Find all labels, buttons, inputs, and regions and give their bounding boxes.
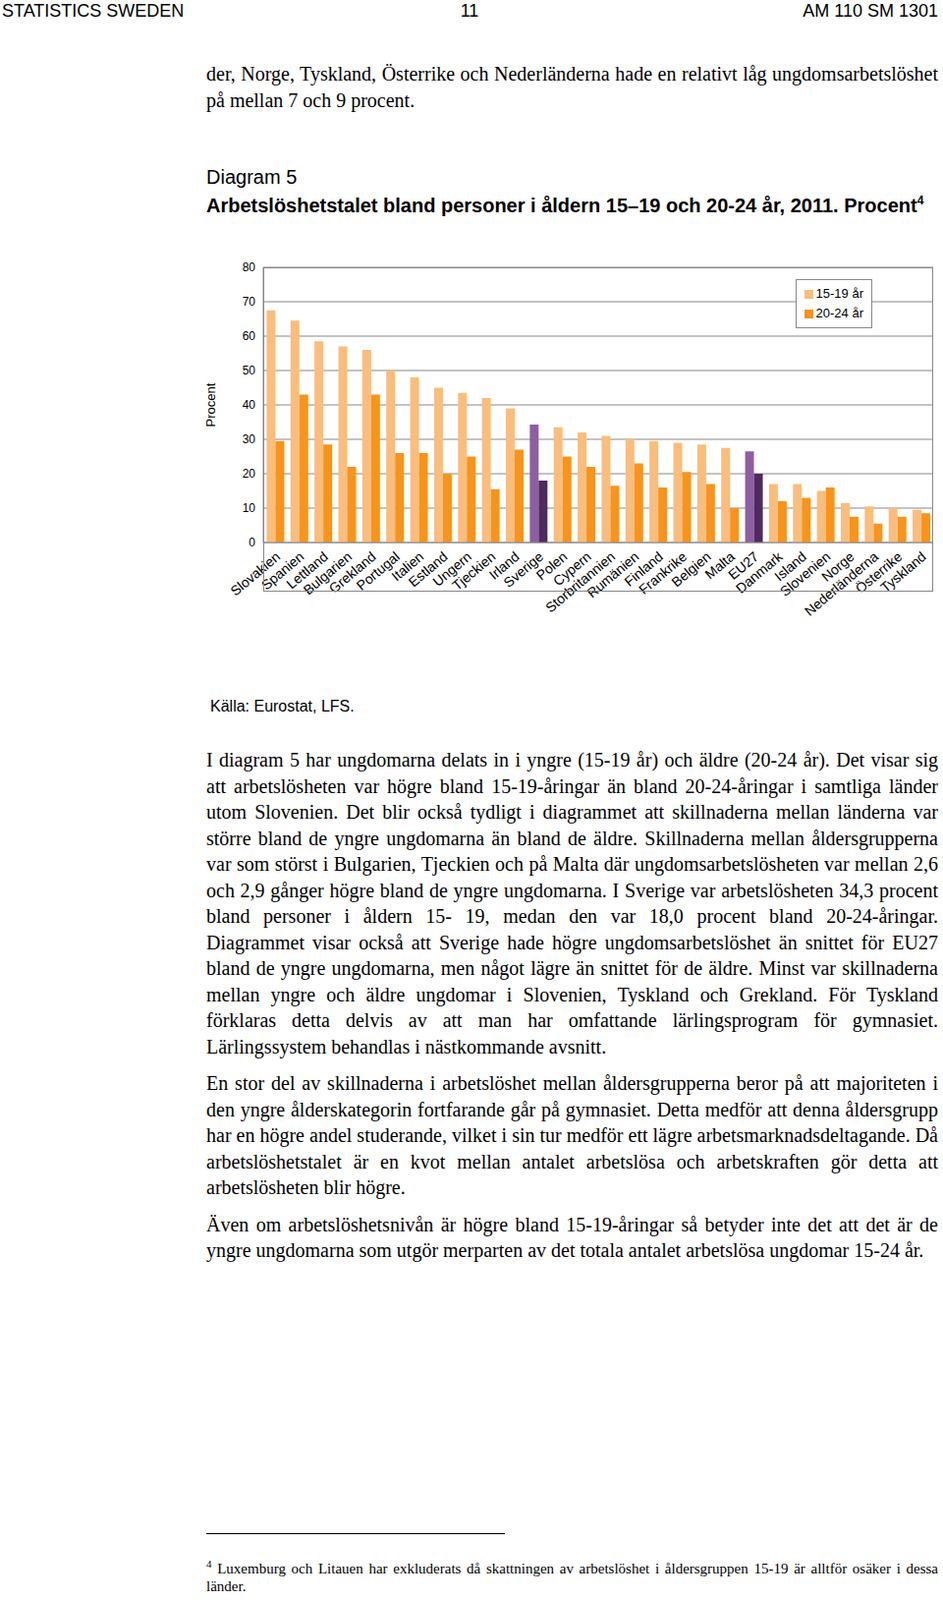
svg-text:Italien: Italien [388,548,427,584]
svg-text:70: 70 [242,294,257,309]
svg-text:Grekland: Grekland [325,548,379,597]
svg-text:40: 40 [242,397,257,412]
svg-text:50: 50 [242,363,257,378]
svg-text:Nederländerna: Nederländerna [801,548,882,619]
svg-text:Sverige: Sverige [500,548,547,591]
svg-text:Malta: Malta [701,548,738,582]
svg-text:Rumänien: Rumänien [583,548,642,601]
svg-text:60: 60 [242,329,257,343]
svg-text:Bulgarien: Bulgarien [300,548,355,598]
svg-text:20: 20 [242,466,257,481]
svg-text:Tyskland: Tyskland [877,548,930,596]
svg-text:Island: Island [771,548,810,584]
html-text:AM 110 SM 1301: AM 110 SM 1301 [802,0,939,21]
html-text:4 Luxemburg och Litauen har ex: 4 Luxemburg och Litauen har exkluderats … [206,1556,939,1594]
svg-text:Österrike: Österrike [852,548,906,597]
svg-text:Ungern: Ungern [429,548,475,590]
svg-text:Polen: Polen [533,548,571,583]
html-text:Arbetslöshetstalet bland perso: Arbetslöshetstalet bland personer i ålde… [206,193,924,216]
svg-text:10: 10 [242,500,257,515]
svg-text:Frankrike: Frankrike [635,548,690,598]
html-text:Källa: Eurostat, LFS.: Källa: Eurostat, LFS. [210,697,355,715]
svg-text:Slovakien: Slovakien [227,548,283,599]
svg-text:Irland: Irland [485,548,523,583]
svg-text:Belgien: Belgien [668,548,714,590]
svg-text:0: 0 [248,535,256,550]
svg-text:Cypern: Cypern [549,548,594,589]
svg-text:80: 80 [242,260,257,275]
svg-text:30: 30 [242,432,257,446]
html-text:20-24 år: 20-24 år [815,305,864,321]
svg-text:Lettland: Lettland [283,548,331,592]
svg-text:Procent: Procent [203,382,219,427]
svg-text:Estland: Estland [405,548,451,590]
html-text:I diagram 5 har ungdomarna del: I diagram 5 har ungdomarna delats in i y… [206,748,939,1057]
svg-text:Danmark: Danmark [732,548,786,597]
svg-text:Storbritannien: Storbritannien [542,548,618,616]
svg-text:EU27: EU27 [725,548,762,583]
svg-text:Spanien: Spanien [258,548,307,593]
svg-text:Tjeckien: Tjeckien [449,548,499,594]
html-text:En stor del av skillnaderna i: En stor del av skillnaderna i arbetslösh… [206,1071,939,1198]
html-text:Även om arbetslöshetsnivån är: Även om arbetslöshetsnivån är högre blan… [206,1212,939,1261]
svg-text:Finland: Finland [621,548,666,590]
svg-text:Norge: Norge [818,548,858,585]
html-text:11: 11 [460,0,479,21]
html-text:Diagram 5: Diagram 5 [206,166,297,188]
html-text:STATISTICS SWEDEN: STATISTICS SWEDEN [1,0,184,21]
html-text:der, Norge, Tyskland, Österrik: der, Norge, Tyskland, Österrike och Nede… [206,62,939,111]
html-text:15-19 år: 15-19 år [815,285,864,301]
svg-text:Slovenien: Slovenien [776,548,834,600]
svg-text:Portugal: Portugal [353,548,403,594]
